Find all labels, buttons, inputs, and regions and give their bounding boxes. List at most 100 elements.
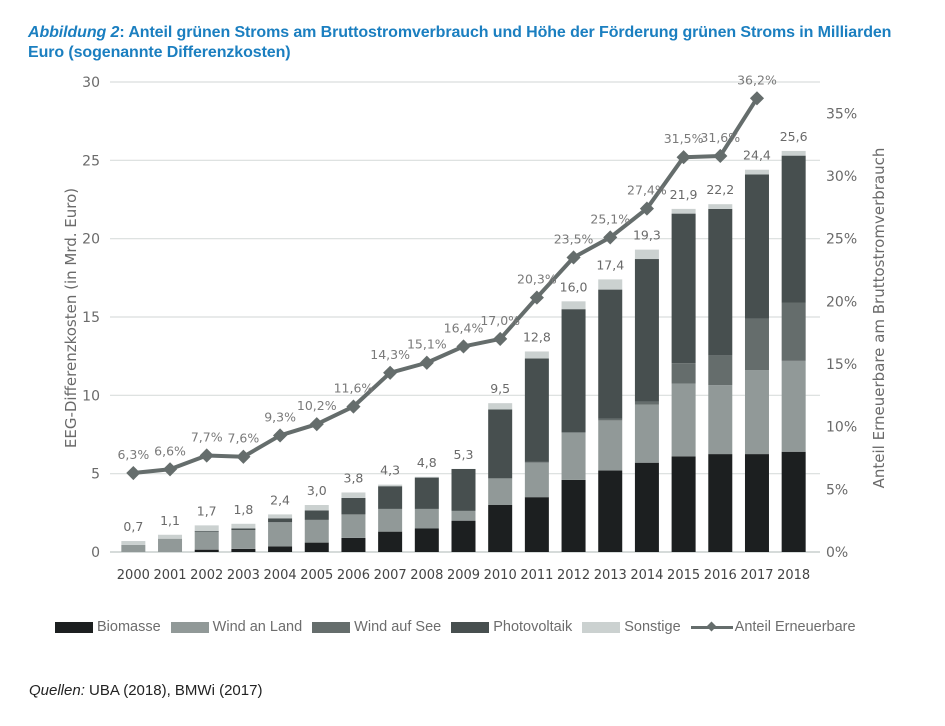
bar-segment-sonstige [378, 484, 403, 487]
bar-segment-sonstige [414, 476, 439, 478]
share-line-label: 17,0% [480, 313, 520, 328]
bar-segment-wind-an-land [634, 404, 659, 463]
bar-segment-sonstige [194, 525, 219, 531]
bar-segment-wind-auf-see [451, 510, 476, 512]
share-line-marker [419, 355, 434, 370]
bar-segment-wind-auf-see [708, 355, 733, 386]
legend-item-wind-an-land: Wind an Land [170, 619, 302, 635]
y2-axis-title: Anteil Erneuerbare am Bruttostromverbrau… [870, 148, 888, 489]
bar-segment-wind-auf-see [598, 418, 623, 421]
share-line-marker [383, 365, 398, 380]
x-tick-label: 2002 [190, 568, 223, 583]
bar-segment-photovoltaik [194, 530, 219, 532]
figure-title-text: : Anteil grünen Stroms am Bruttostromver… [28, 24, 892, 61]
bar-segment-biomasse [634, 462, 659, 552]
share-line-label: 25,1% [590, 211, 630, 226]
bar-segment-photovoltaik [561, 309, 586, 433]
bar-total-label: 4,8 [417, 455, 437, 470]
share-line-label: 6,3% [117, 447, 149, 462]
share-line-label: 11,6% [334, 381, 374, 396]
bar-segment-sonstige [634, 249, 659, 260]
bar-segment-photovoltaik [268, 518, 293, 523]
y2-tick-label: 30% [826, 169, 857, 185]
bar-segment-sonstige [488, 403, 513, 410]
bar-segment-photovoltaik [744, 174, 769, 319]
share-line-marker [309, 417, 324, 432]
x-tick-label: 2008 [410, 568, 443, 583]
x-tick-label: 2005 [300, 568, 333, 583]
legend-swatch [451, 621, 490, 633]
share-line-marker [236, 449, 251, 464]
bar-total-label: 1,1 [160, 513, 180, 528]
x-tick-label: 2018 [777, 568, 810, 583]
legend-swatch [312, 621, 351, 633]
bar-segment-sonstige [121, 541, 146, 545]
y2-tick-label: 5% [826, 482, 848, 498]
bar-segment-biomasse [451, 520, 476, 552]
bar-segment-biomasse [598, 470, 623, 552]
y-tick-label: 30 [82, 75, 100, 91]
bar-segment-photovoltaik [378, 486, 403, 509]
x-tick-label: 2014 [630, 568, 663, 583]
legend-item-photovoltaik: Photovoltaik [451, 619, 572, 635]
legend-label: Anteil Erneuerbare [734, 619, 856, 635]
y-axis-title: EEG-Differenzkosten (in Mrd. Euro) [62, 188, 80, 448]
bar-segment-photovoltaik [414, 477, 439, 509]
bar-segment-sonstige [671, 208, 696, 214]
bar-segment-photovoltaik [671, 213, 696, 364]
legend-label: Sonstige [624, 619, 681, 635]
bar-segment-photovoltaik [341, 497, 366, 515]
legend: Biomasse Wind an Land Wind auf See Photo… [55, 619, 866, 635]
y2-tick-label: 35% [826, 106, 857, 122]
bar-segment-wind-an-land [488, 478, 513, 505]
line-marker-icon [690, 621, 733, 633]
x-tick-label: 2012 [557, 568, 590, 583]
y-tick-label: 15 [82, 310, 100, 326]
bar-segment-biomasse [268, 546, 293, 552]
share-line-label: 31,5% [664, 131, 704, 146]
bar-segment-wind-an-land [268, 522, 293, 547]
bar-total-label: 3,8 [344, 470, 364, 485]
bar-segment-biomasse [488, 505, 513, 552]
bar-segment-photovoltaik [781, 155, 806, 303]
share-line-label: 20,3% [517, 272, 557, 287]
bar-segment-biomasse [744, 454, 769, 552]
bar-total-label: 24,4 [743, 148, 771, 163]
bar-segment-biomasse [524, 497, 549, 552]
bar-segment-photovoltaik [524, 358, 549, 462]
bar-total-label: 21,9 [670, 187, 698, 202]
legend-swatch [582, 621, 621, 633]
bar-segment-sonstige [744, 169, 769, 175]
source-text: UBA (2018), BMWi (2017) [84, 682, 263, 699]
bar-segment-wind-an-land [304, 519, 329, 543]
legend-item-anteil-erneuerbare: Anteil Erneuerbare [690, 619, 856, 635]
x-tick-label: 2011 [520, 568, 553, 583]
share-line-label: 15,1% [407, 337, 447, 352]
share-line-marker [529, 290, 544, 305]
bar-segment-biomasse [561, 479, 586, 552]
share-line-path [133, 97, 759, 476]
bar-segment-wind-auf-see [561, 432, 586, 433]
bar-total-label: 5,3 [454, 447, 474, 462]
bar-segment-wind-an-land [744, 370, 769, 455]
share-line-label: 23,5% [554, 231, 594, 246]
bar-segment-biomasse [194, 549, 219, 552]
share-line-label: 10,2% [297, 398, 337, 413]
bar-segment-wind-an-land [708, 385, 733, 455]
legend-swatch [55, 621, 93, 633]
legend-item-biomasse: Biomasse [55, 619, 161, 635]
bar-segment-biomasse [708, 454, 733, 552]
share-line-marker [639, 201, 654, 216]
total-labels: 0,7 1,1 1,7 1,8 2,4 3,0 3,8 4,3 4,8 5,3 9,5 12,8 16,… [123, 129, 807, 534]
share-line-marker [273, 428, 288, 443]
x-tick-label: 2009 [447, 568, 480, 583]
bar-segment-wind-auf-see [781, 302, 806, 361]
y2-tick-label: 25% [826, 232, 857, 248]
bar-segment-wind-auf-see [671, 363, 696, 384]
bar-segment-wind-auf-see [634, 401, 659, 405]
bar-total-label: 1,7 [197, 503, 217, 518]
share-line-marker [566, 250, 581, 265]
share-line-label: 16,4% [444, 320, 484, 335]
x-tick-label: 2004 [264, 568, 297, 583]
bar-total-label: 17,4 [596, 257, 624, 272]
